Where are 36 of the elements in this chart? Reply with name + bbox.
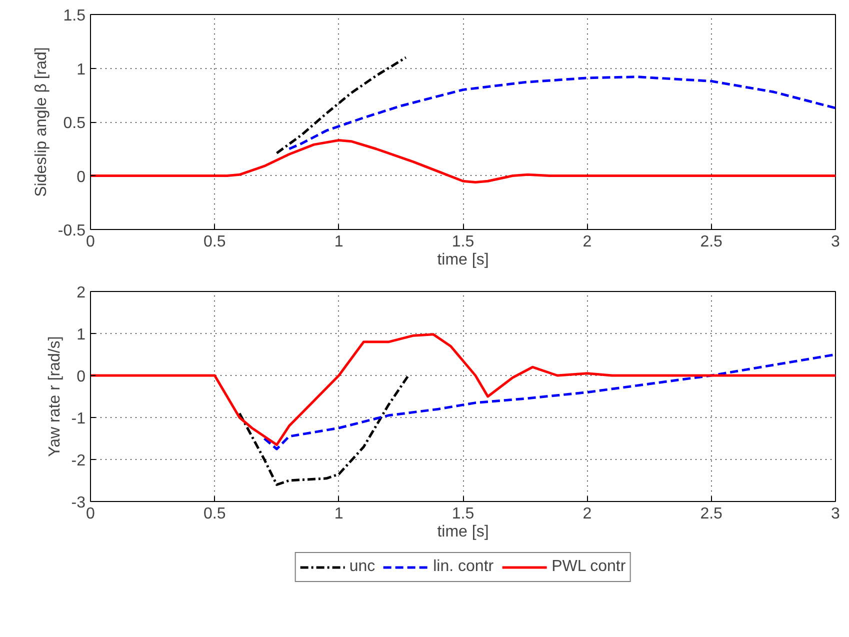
x-axis-title: time [s]	[437, 252, 489, 268]
y-tick-label: 2	[76, 284, 86, 302]
y-tick-label: -2	[71, 452, 86, 470]
legend-label: unc	[349, 558, 376, 576]
y-axis-title: Sideslip angle β [rad]	[32, 47, 50, 197]
y-tick-label: 0	[76, 168, 86, 186]
x-tick-label: 2	[582, 506, 592, 522]
line-series	[90, 333, 836, 446]
x-tick-label: 3	[831, 234, 840, 250]
x-tick-label: 1	[334, 506, 344, 522]
x-tick-label: 0.5	[204, 506, 226, 522]
x-tick-label: 2.5	[700, 506, 723, 522]
line-series	[238, 374, 410, 486]
line-series	[288, 76, 836, 150]
y-tick-label: 0.5	[63, 115, 86, 132]
legend-label: lin. contr	[433, 558, 494, 576]
y-tick-label: 1.5	[63, 8, 86, 24]
x-tick-label: 2	[582, 234, 592, 250]
y-tick-label: -0.5	[58, 222, 86, 240]
x-axis-title: time [s]	[437, 524, 489, 540]
x-tick-label: 2.5	[700, 234, 723, 250]
x-tick-label: 1	[334, 234, 344, 250]
y-tick-label: 1	[76, 61, 86, 78]
legend-label: PWL contr	[552, 558, 626, 576]
line-series	[276, 56, 408, 154]
y-axis-title: Yaw rate r [rad/s]	[46, 336, 64, 457]
line-series	[90, 139, 836, 184]
x-tick-label: 1.5	[452, 234, 474, 250]
x-tick-label: 3	[831, 506, 840, 522]
y-tick-label: 1	[76, 326, 86, 344]
y-tick-label: -3	[71, 494, 86, 512]
x-tick-label: 1.5	[452, 506, 474, 522]
x-tick-label: 0.5	[204, 234, 226, 250]
y-tick-label: -1	[71, 410, 86, 428]
line-series	[263, 353, 836, 450]
y-tick-label: 0	[76, 368, 86, 386]
